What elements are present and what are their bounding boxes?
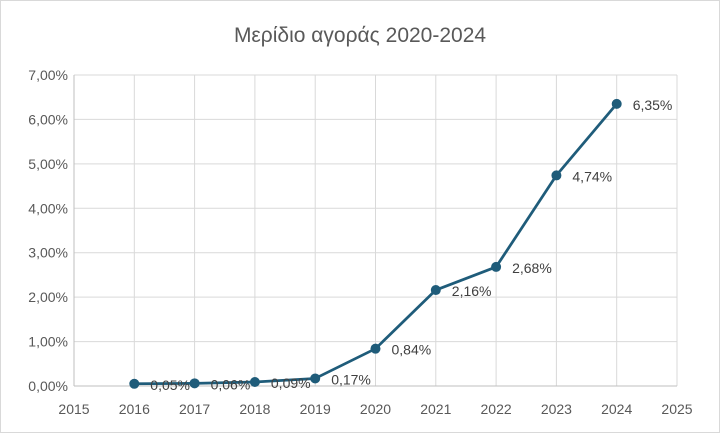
x-tick-label: 2016 — [119, 401, 150, 417]
y-tick-label: 7,00% — [28, 67, 68, 83]
data-label: 2,16% — [452, 283, 492, 299]
data-point — [129, 378, 140, 389]
x-tick-label: 2021 — [420, 401, 451, 417]
x-tick-label: 2020 — [360, 401, 391, 417]
data-point — [310, 373, 321, 384]
data-point — [189, 378, 200, 389]
x-tick-label: 2025 — [661, 401, 692, 417]
y-tick-label: 5,00% — [28, 156, 68, 172]
data-label: 6,35% — [633, 97, 673, 113]
x-tick-label: 2022 — [481, 401, 512, 417]
series-layer — [129, 98, 622, 389]
data-point — [551, 170, 562, 181]
data-point — [370, 343, 381, 354]
y-tick-label: 2,00% — [28, 289, 68, 305]
x-tick-label: 2023 — [541, 401, 572, 417]
data-point — [611, 98, 622, 109]
data-point — [491, 261, 502, 272]
data-point — [430, 285, 441, 296]
x-tick-label: 2024 — [601, 401, 632, 417]
x-tick-label: 2018 — [239, 401, 270, 417]
y-tick-label: 4,00% — [28, 200, 68, 216]
data-label: 0,84% — [392, 342, 432, 358]
x-tick-label: 2017 — [179, 401, 210, 417]
y-tick-label: 6,00% — [28, 111, 68, 127]
label-layer: 0,05% 0,06% 0,09% 0,17% 0,84% 2,16% 2,68% 4,74%… — [150, 97, 672, 393]
y-tick-label: 0,00% — [28, 378, 68, 394]
x-tick-label: 2019 — [300, 401, 331, 417]
chart-title: Μερίδιο αγοράς 2020-2024 — [234, 24, 486, 47]
data-label: 4,74% — [572, 168, 612, 184]
y-tick-label: 3,00% — [28, 245, 68, 261]
y-tick-label: 1,00% — [28, 334, 68, 350]
data-label: 0,09% — [271, 375, 311, 391]
data-point — [249, 377, 260, 388]
x-tick-label: 2015 — [58, 401, 89, 417]
grid-layer — [74, 74, 678, 386]
axis-layer: 0,00% 1,00% 2,00% 3,00% 4,00% 5,00% 6,00% 7,00%… — [28, 67, 692, 417]
data-label: 0,06% — [211, 376, 251, 392]
data-label: 2,68% — [512, 260, 552, 276]
data-label: 0,17% — [331, 371, 371, 387]
data-label: 0,05% — [150, 377, 190, 393]
